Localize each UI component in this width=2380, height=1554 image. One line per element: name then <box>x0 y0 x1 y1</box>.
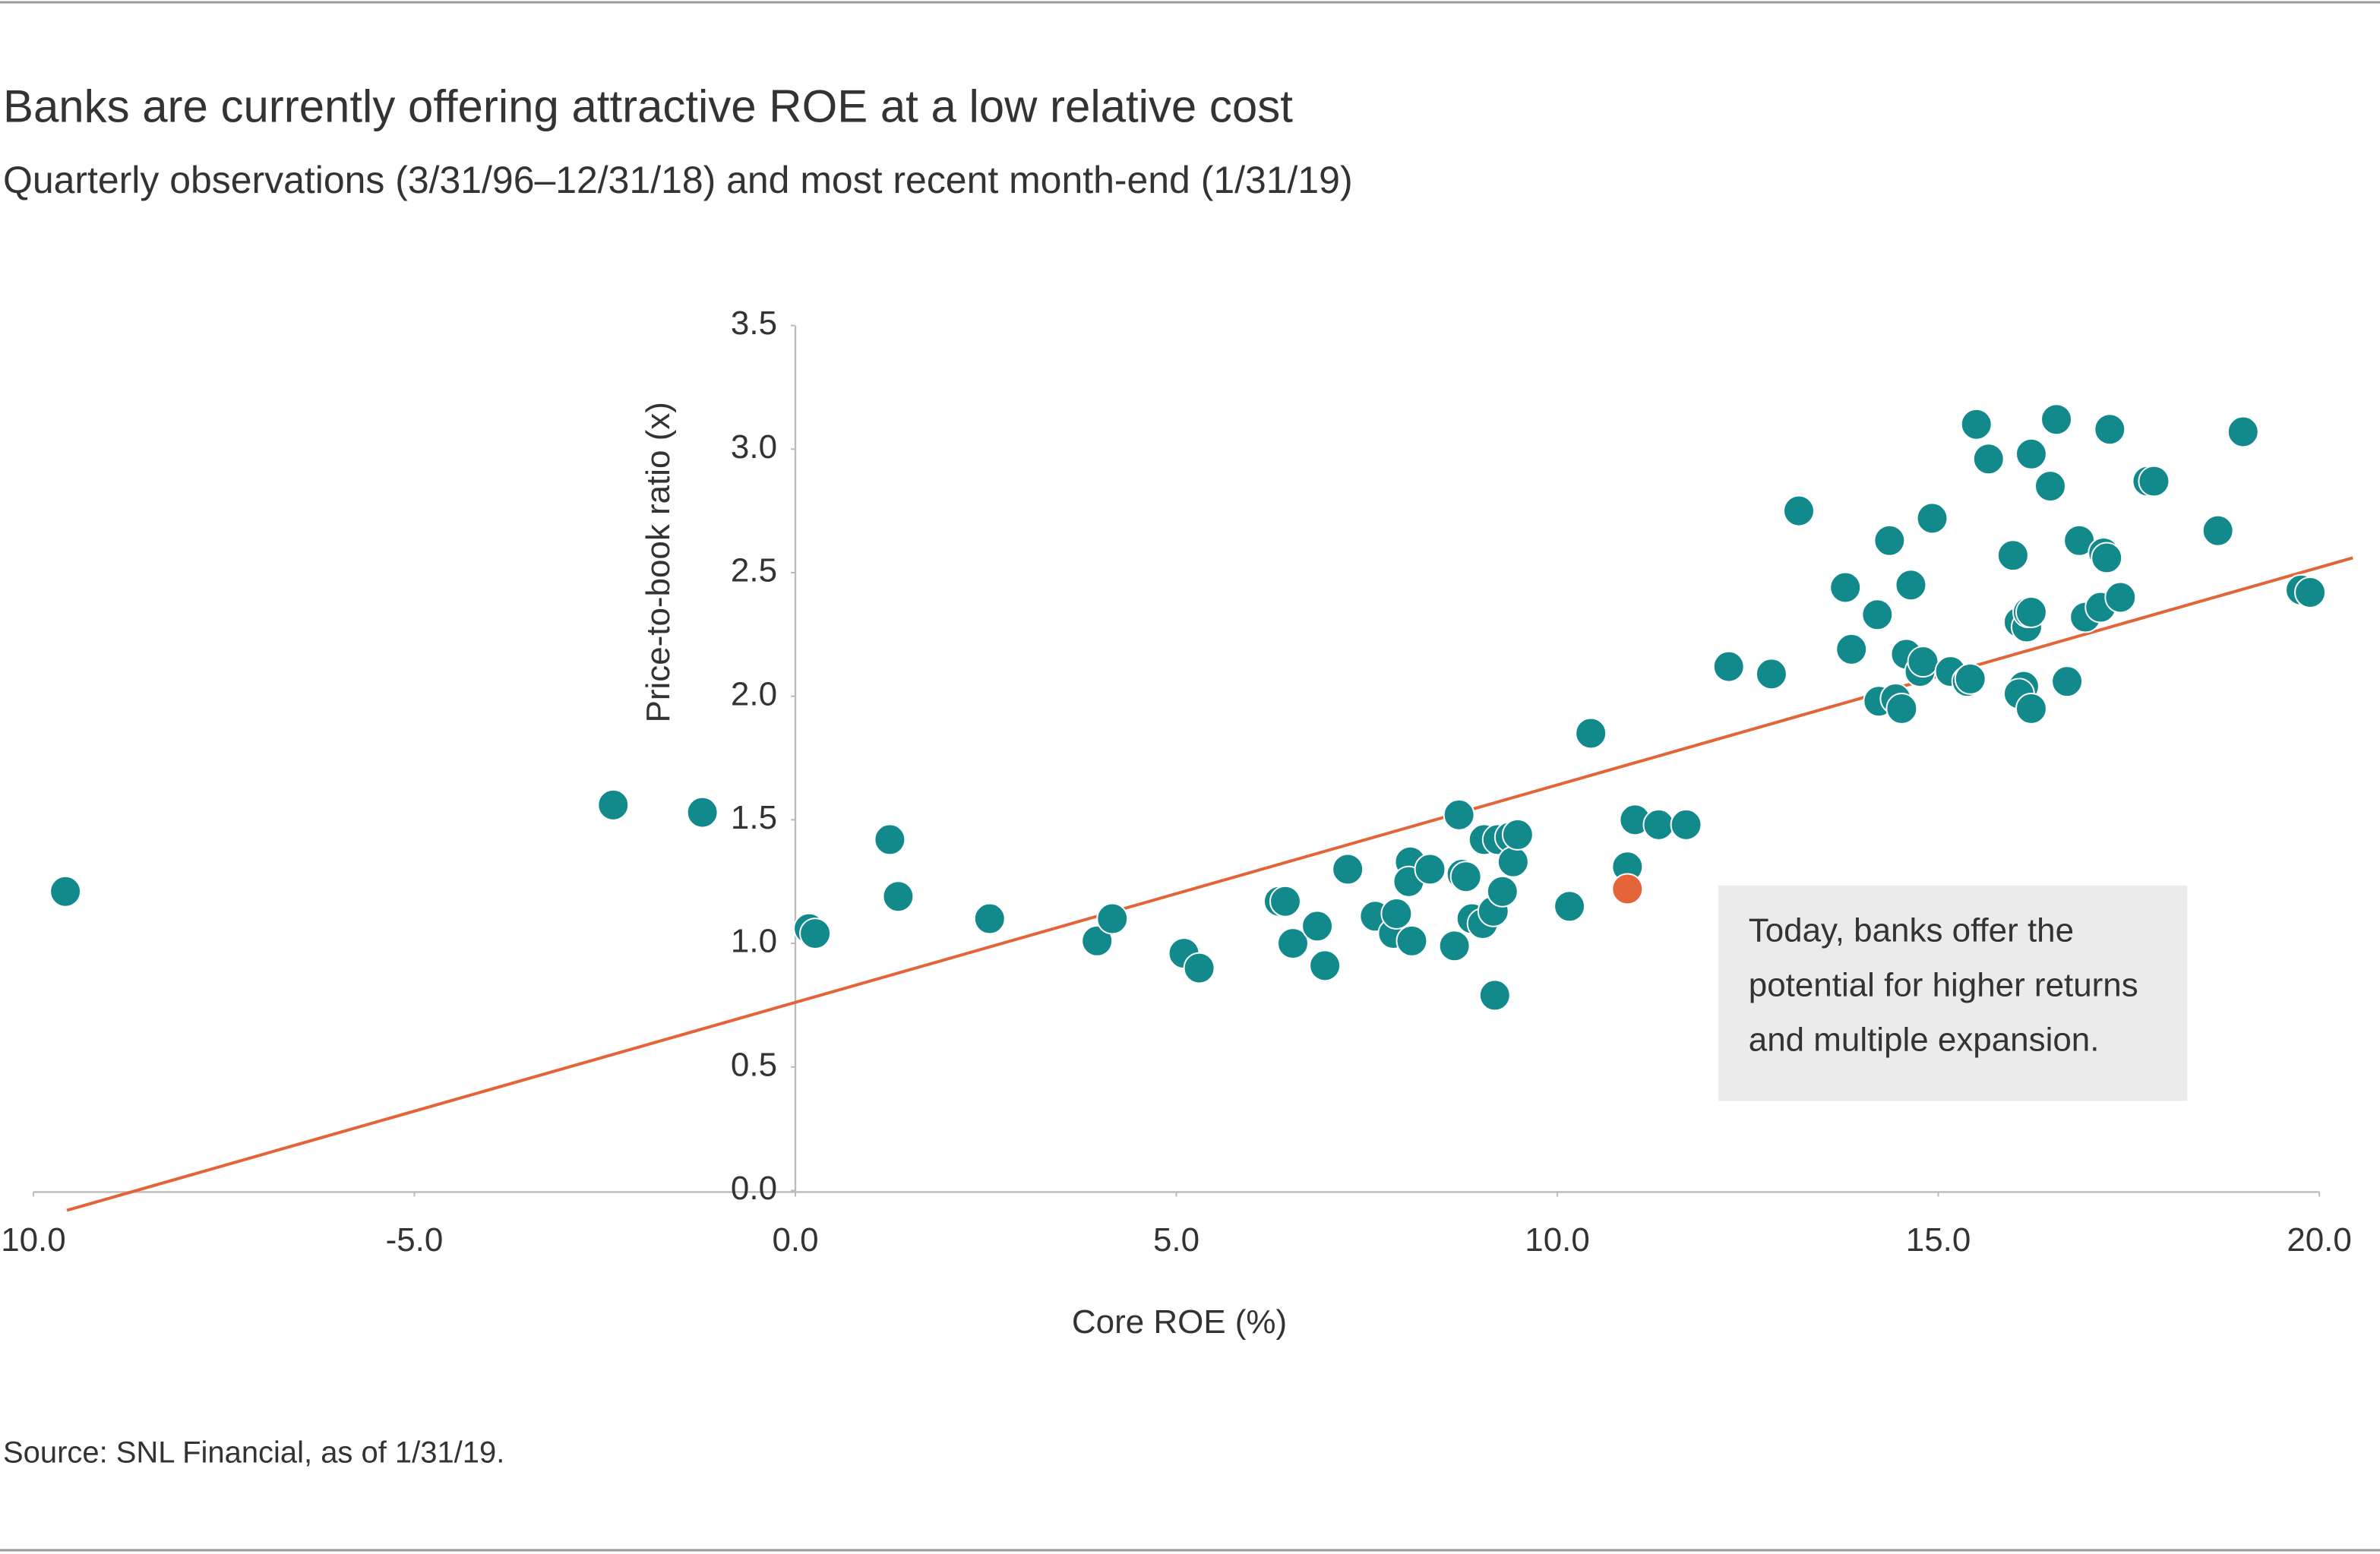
scatter-point <box>1301 910 1334 943</box>
scatter-point <box>2294 576 2327 608</box>
x-axis-title: Core ROE (%) <box>1072 1303 1287 1341</box>
scatter-point <box>2227 415 2259 448</box>
scatter-point <box>1277 927 1309 960</box>
x-tick-label: 15.0 <box>1906 1221 1971 1259</box>
y-tick-label: 0.0 <box>731 1170 777 1207</box>
scatter-point <box>1553 890 1586 923</box>
scatter-point <box>1443 798 1475 831</box>
scatter-point <box>1670 808 1702 841</box>
scatter-point <box>2015 692 2047 725</box>
annotation-line: potential for higher returns <box>1749 966 2138 1003</box>
scatter-point <box>1783 494 1815 527</box>
scatter-point <box>799 918 832 950</box>
scatter-point <box>1501 818 1534 851</box>
scatter-point <box>2104 581 2137 614</box>
scatter-point <box>874 823 906 856</box>
scatter-point <box>2094 413 2126 446</box>
scatter-point <box>2091 542 2123 574</box>
annotation-line: and multiple expansion. <box>1749 1021 2100 1058</box>
scatter-point <box>1835 633 1868 665</box>
x-tick-label: -5.0 <box>386 1221 444 1259</box>
y-tick-label: 1.5 <box>731 799 777 836</box>
scatter-point <box>1497 845 1529 878</box>
scatter-point <box>1907 646 1939 678</box>
scatter-point <box>1642 808 1675 841</box>
x-tick-label: 5.0 <box>1153 1221 1199 1259</box>
scatter-point <box>1972 443 2005 475</box>
scatter-point <box>1861 599 1894 631</box>
y-tick-label: 1.0 <box>731 923 777 960</box>
scatter-point <box>686 796 719 829</box>
y-tick-label: 2.5 <box>731 552 777 589</box>
scatter-point <box>2040 403 2073 436</box>
scatter-point <box>1449 861 1482 893</box>
y-tick-label: 0.5 <box>731 1046 777 1083</box>
scatter-point <box>1712 650 1745 683</box>
scatter-point <box>1486 875 1519 908</box>
scatter-point <box>2034 470 2066 503</box>
annotation-line: Today, banks offer the <box>1749 911 2074 949</box>
scatter-point <box>1575 717 1607 750</box>
scatter-point <box>597 788 630 821</box>
scatter-point <box>1954 662 1986 695</box>
chart-subtitle: Quarterly observations (3/31/96–12/31/18… <box>3 159 1353 201</box>
y-tick-label: 3.0 <box>731 428 777 466</box>
trendline <box>66 556 2353 1212</box>
scatter-point <box>1081 924 1114 957</box>
scatter-point <box>49 875 82 908</box>
scatter-point <box>1895 569 1927 602</box>
scatter-point <box>1269 885 1301 918</box>
scatter-point <box>1478 979 1511 1012</box>
scatter-point <box>1309 949 1342 982</box>
scatter-point <box>1873 524 1906 557</box>
scatter-point <box>973 902 1006 935</box>
scatter-point <box>1395 924 1428 957</box>
scatter-point <box>1438 930 1471 962</box>
scatter-point <box>2201 514 2234 547</box>
scatter-point <box>1960 408 1993 441</box>
y-axis-title: Price-to-book ratio (x) <box>640 402 677 722</box>
x-tick-label: 20.0 <box>2287 1221 2352 1259</box>
source-note: Source: SNL Financial, as of 1/31/19. <box>3 1436 504 1470</box>
scatter-point <box>1885 692 1918 725</box>
x-tick-label: 10.0 <box>1525 1221 1590 1259</box>
scatter-point <box>1916 502 1949 535</box>
annotation-box <box>1718 885 2188 1101</box>
y-tick-label: 3.5 <box>731 305 777 342</box>
scatter-point <box>1829 571 1862 604</box>
x-tick-label: 0.0 <box>772 1221 818 1259</box>
scatter-point <box>1755 658 1787 690</box>
scatter-point <box>1183 952 1215 984</box>
scatter-point <box>2015 596 2047 629</box>
scatter-point <box>2051 665 2084 698</box>
scatter-point <box>2015 437 2047 470</box>
scatter-point <box>1611 873 1644 905</box>
scatter-point <box>882 880 915 913</box>
x-tick-label: 10.0 <box>1 1221 66 1259</box>
scatter-point <box>1380 898 1413 930</box>
scatter-point <box>1996 539 2029 572</box>
scatter-point <box>1096 902 1129 935</box>
scatter-point <box>1414 853 1446 886</box>
scatter-point <box>1332 853 1364 886</box>
scatter-point <box>2138 465 2170 497</box>
chart-title: Banks are currently offering attractive … <box>3 81 1293 132</box>
y-tick-label: 2.0 <box>731 675 777 712</box>
